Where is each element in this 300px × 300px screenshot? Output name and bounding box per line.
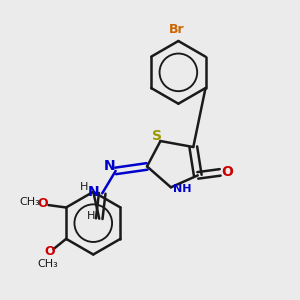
Text: CH₃: CH₃ bbox=[38, 259, 58, 269]
Text: H: H bbox=[80, 182, 88, 192]
Text: N: N bbox=[103, 158, 115, 172]
Text: H: H bbox=[87, 211, 95, 221]
Text: NH: NH bbox=[173, 184, 191, 194]
Text: S: S bbox=[152, 129, 163, 143]
Text: Br: Br bbox=[169, 23, 185, 36]
Text: O: O bbox=[221, 165, 233, 179]
Text: CH₃: CH₃ bbox=[19, 197, 40, 207]
Text: O: O bbox=[37, 197, 47, 210]
Text: N: N bbox=[88, 185, 100, 199]
Text: O: O bbox=[44, 245, 55, 258]
